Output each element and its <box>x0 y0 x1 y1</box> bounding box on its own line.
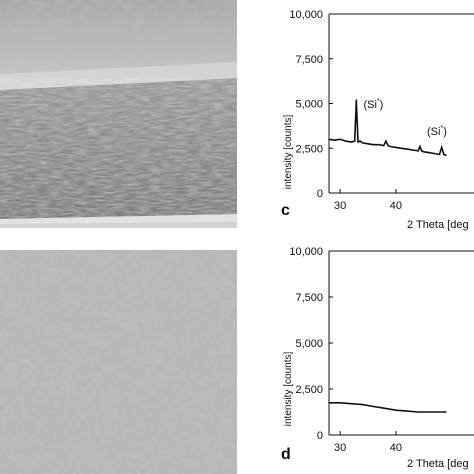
data-point-c <box>438 153 440 156</box>
xrd-plot-d: 0 2,500 5,000 7,500 10,000 30 40 d 2 Theta [de… <box>237 237 474 474</box>
data-point-d <box>439 411 442 413</box>
data-point-c <box>406 148 408 150</box>
y-tick-label-c: 10,000 <box>289 9 323 21</box>
data-point-c <box>378 144 380 146</box>
data-point-c <box>419 145 421 148</box>
data-point-c <box>345 140 347 142</box>
data-point-c <box>373 144 375 146</box>
data-point-d <box>384 407 386 409</box>
data-point-d <box>361 404 364 406</box>
y-tick-label-d: 2,500 <box>295 384 323 396</box>
data-point-d <box>373 405 375 408</box>
y-tick-label-c: 7,500 <box>295 54 323 66</box>
x-tick-label-c: 30 <box>334 200 346 212</box>
data-point-c <box>350 141 352 143</box>
x-axis-label-c: 2 Theta [deg <box>407 219 469 231</box>
x-tick-label-d: 30 <box>334 442 346 454</box>
data-point-d <box>406 410 408 412</box>
data-point-c <box>412 149 414 151</box>
data-point-c <box>400 147 403 149</box>
data-point-c <box>443 153 445 156</box>
sem-surface-image <box>0 250 237 474</box>
data-point-c <box>361 142 364 144</box>
data-point-d <box>328 402 330 404</box>
peak-annotation-c: (Si*) <box>363 98 383 111</box>
data-point-c <box>445 154 447 156</box>
xrd-pattern-line-d <box>329 402 447 413</box>
y-axis-label-d: intensity [counts] <box>283 352 294 427</box>
panel-letter-c: c <box>281 202 290 219</box>
data-point-d <box>428 411 430 413</box>
data-point-c <box>428 152 430 154</box>
y-tick-label-c: 0 <box>317 188 323 200</box>
data-point-d <box>339 402 341 404</box>
data-point-c <box>367 143 369 145</box>
data-point-c <box>383 145 385 147</box>
y-tick-label-d: 5,000 <box>295 338 323 350</box>
data-point-c <box>334 139 336 141</box>
y-tick-label-d: 0 <box>317 430 323 442</box>
data-point-c <box>339 138 341 140</box>
xrd-chart-c-svg: 0 2,500 5,000 7,500 10,000 30 40 (Si*) (Si*) c 2… <box>281 9 474 231</box>
x-tick-label-c: 40 <box>390 200 402 212</box>
sem-cross-section-image <box>0 0 237 228</box>
data-point-c <box>421 150 423 152</box>
xrd-chart-d-svg: 0 2,500 5,000 7,500 10,000 30 40 d 2 Theta [de… <box>281 246 474 470</box>
x-tick-label-d: 40 <box>390 442 402 454</box>
data-point-c <box>385 140 387 142</box>
peak-annotation-c: (Si*) <box>427 125 447 138</box>
data-point-c <box>441 146 443 148</box>
data-point-c <box>328 138 330 140</box>
data-point-d <box>417 411 419 413</box>
y-tick-label-d: 7,500 <box>295 292 323 304</box>
data-point-d <box>395 409 397 411</box>
data-point-c <box>355 99 357 101</box>
panel-letter-d: d <box>281 446 291 463</box>
data-point-c <box>359 140 361 142</box>
xrd-plot-c: 0 2,500 5,000 7,500 10,000 30 40 (Si*) (Si*) c 2… <box>237 0 474 237</box>
y-axis-label-c: intensity [counts] <box>283 115 294 190</box>
data-point-c <box>387 145 389 147</box>
data-point-c <box>354 140 356 142</box>
data-point-c <box>357 141 359 143</box>
x-axis-label-d: 2 Theta [deg <box>407 458 469 470</box>
y-tick-label-d: 10,000 <box>289 246 323 258</box>
data-point-d <box>445 411 447 413</box>
y-tick-label-c: 2,500 <box>295 143 323 155</box>
data-point-c <box>389 145 391 148</box>
data-point-c <box>417 150 419 152</box>
data-point-c <box>423 151 425 153</box>
data-point-c <box>395 146 397 148</box>
y-tick-label-c: 5,000 <box>295 99 323 111</box>
data-point-d <box>350 403 352 405</box>
data-point-c <box>434 153 436 155</box>
